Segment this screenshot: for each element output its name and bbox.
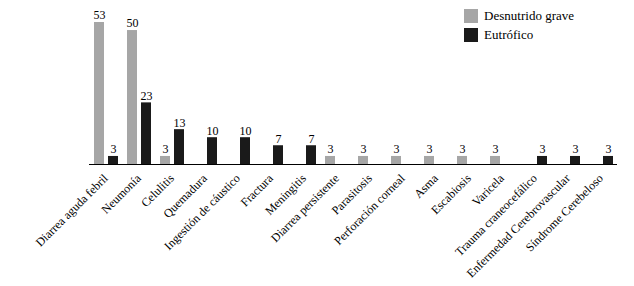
svg-text:3: 3 bbox=[163, 142, 169, 156]
svg-text:53: 53 bbox=[94, 8, 106, 22]
svg-text:Escabiosis: Escabiosis bbox=[428, 171, 474, 217]
svg-text:3: 3 bbox=[540, 142, 546, 156]
svg-text:3: 3 bbox=[394, 142, 400, 156]
svg-text:23: 23 bbox=[141, 89, 153, 103]
svg-text:10: 10 bbox=[240, 124, 252, 138]
svg-text:10: 10 bbox=[207, 124, 219, 138]
svg-text:Neumonía: Neumonía bbox=[99, 171, 145, 217]
svg-text:50: 50 bbox=[127, 16, 139, 30]
svg-text:Parasitosis: Parasitosis bbox=[328, 171, 375, 218]
svg-text:Síndrome Cerebeloso: Síndrome Cerebeloso bbox=[523, 171, 606, 254]
svg-text:3: 3 bbox=[573, 142, 579, 156]
svg-text:3: 3 bbox=[427, 142, 433, 156]
svg-text:3: 3 bbox=[493, 142, 499, 156]
svg-text:3: 3 bbox=[361, 142, 367, 156]
svg-text:Perforación corneal: Perforación corneal bbox=[331, 171, 408, 248]
svg-text:Ingestión de cáustico: Ingestión de cáustico bbox=[161, 171, 243, 253]
svg-text:Quemadura: Quemadura bbox=[160, 171, 210, 221]
svg-text:7: 7 bbox=[309, 132, 315, 146]
svg-text:3: 3 bbox=[606, 142, 612, 156]
svg-text:13: 13 bbox=[174, 116, 186, 130]
svg-text:Meningitis: Meningitis bbox=[262, 171, 309, 218]
svg-text:Diarrea aguda febril: Diarrea aguda febril bbox=[33, 171, 112, 250]
svg-text:Varicela: Varicela bbox=[469, 171, 507, 209]
svg-text:Trauma craneocefálico: Trauma craneocefálico bbox=[452, 171, 540, 259]
html-text:Desnutrido grave: Desnutrido grave bbox=[484, 8, 574, 23]
svg-text:3: 3 bbox=[460, 142, 466, 156]
html-text:Eutrófico: Eutrófico bbox=[484, 27, 534, 42]
svg-text:3: 3 bbox=[328, 142, 334, 156]
svg-text:Enfermedad Cerebrovascular: Enfermedad Cerebrovascular bbox=[463, 171, 573, 281]
svg-text:Diarrea persistente: Diarrea persistente bbox=[268, 171, 342, 245]
svg-text:Celulitis: Celulitis bbox=[138, 171, 177, 210]
svg-text:Asma: Asma bbox=[411, 171, 441, 201]
svg-text:7: 7 bbox=[276, 132, 282, 146]
svg-text:3: 3 bbox=[111, 142, 117, 156]
svg-text:Fractura: Fractura bbox=[237, 171, 276, 210]
